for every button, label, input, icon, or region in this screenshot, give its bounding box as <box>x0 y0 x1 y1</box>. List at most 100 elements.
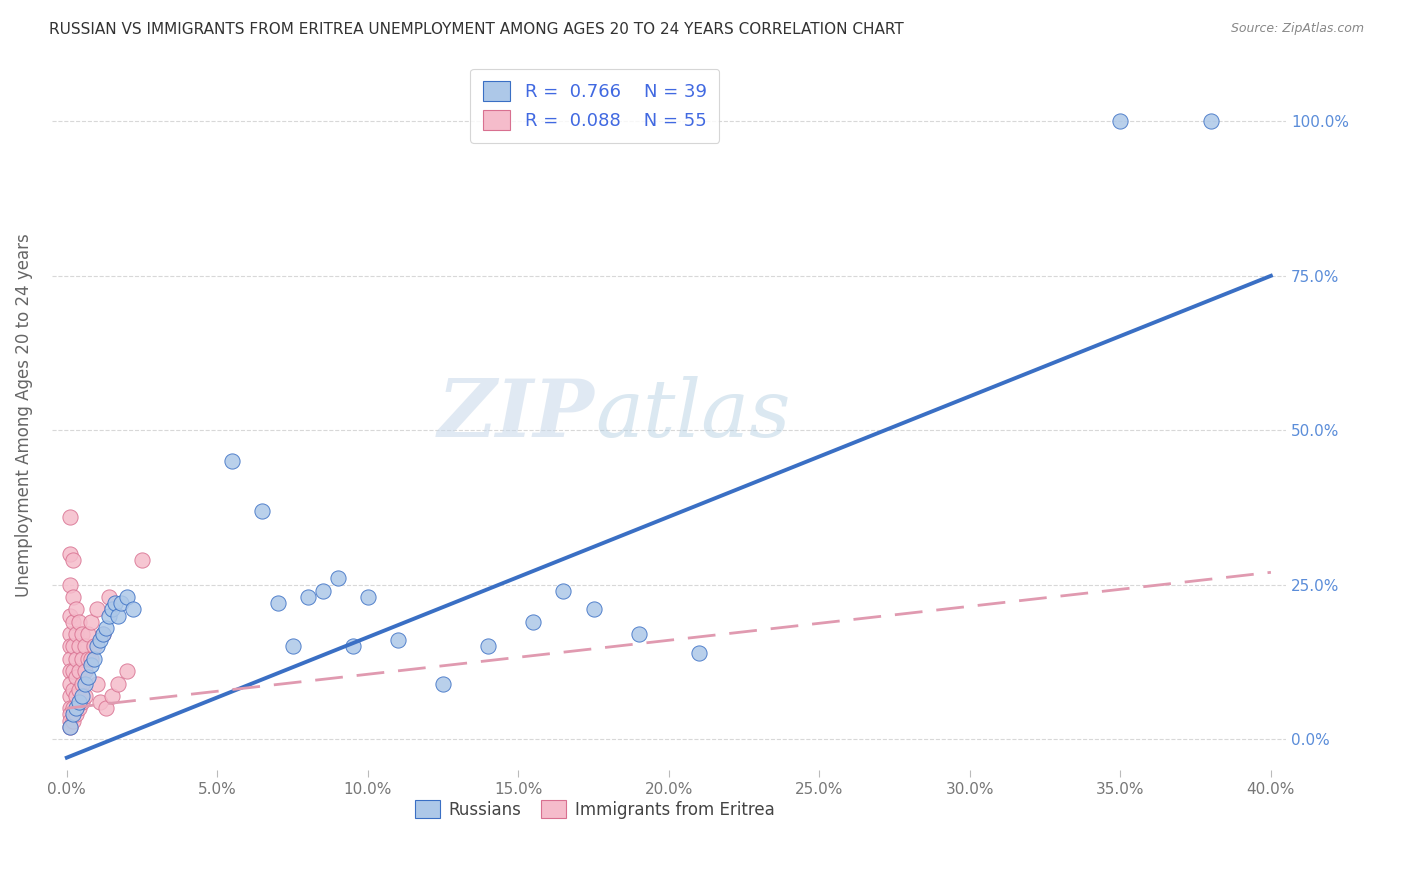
Point <box>65 670 87 684</box>
Point <box>62 615 84 629</box>
Point <box>59 509 82 524</box>
Point <box>59 720 82 734</box>
Point <box>252 503 274 517</box>
Point <box>326 572 349 586</box>
Point <box>59 689 82 703</box>
Point <box>80 652 103 666</box>
Text: RUSSIAN VS IMMIGRANTS FROM ERITREA UNEMPLOYMENT AMONG AGES 20 TO 24 YEARS CORREL: RUSSIAN VS IMMIGRANTS FROM ERITREA UNEMP… <box>49 22 904 37</box>
Point <box>311 583 333 598</box>
Point <box>59 664 82 678</box>
Point <box>86 676 108 690</box>
Point <box>62 682 84 697</box>
Point <box>86 640 108 654</box>
Point <box>80 657 103 672</box>
Point <box>627 627 650 641</box>
Point <box>62 640 84 654</box>
Point <box>101 689 124 703</box>
Point <box>104 596 127 610</box>
Point <box>59 707 82 722</box>
Point <box>107 608 129 623</box>
Point <box>67 682 90 697</box>
Point <box>582 602 605 616</box>
Point <box>59 640 82 654</box>
Text: ZIP: ZIP <box>437 376 595 453</box>
Point <box>80 615 103 629</box>
Point <box>59 608 82 623</box>
Text: Source: ZipAtlas.com: Source: ZipAtlas.com <box>1230 22 1364 36</box>
Point <box>297 590 319 604</box>
Point <box>266 596 288 610</box>
Point <box>688 646 710 660</box>
Point <box>62 590 84 604</box>
Point <box>59 701 82 715</box>
Point <box>76 670 98 684</box>
Point <box>65 652 87 666</box>
Point <box>59 577 82 591</box>
Point <box>62 714 84 728</box>
Point <box>59 714 82 728</box>
Point <box>67 695 90 709</box>
Point <box>73 664 96 678</box>
Point <box>115 664 138 678</box>
Y-axis label: Unemployment Among Ages 20 to 24 years: Unemployment Among Ages 20 to 24 years <box>15 233 32 597</box>
Point <box>73 689 96 703</box>
Point <box>97 590 120 604</box>
Point <box>1199 114 1222 128</box>
Point <box>97 608 120 623</box>
Point <box>76 627 98 641</box>
Point <box>107 676 129 690</box>
Point <box>73 676 96 690</box>
Point <box>91 627 114 641</box>
Point <box>62 553 84 567</box>
Point <box>70 695 93 709</box>
Point <box>522 615 544 629</box>
Point <box>94 701 117 715</box>
Point <box>70 627 93 641</box>
Point <box>73 640 96 654</box>
Point <box>62 707 84 722</box>
Point <box>101 602 124 616</box>
Text: atlas: atlas <box>595 376 790 453</box>
Point <box>67 664 90 678</box>
Point <box>65 627 87 641</box>
Point <box>62 701 84 715</box>
Point <box>65 602 87 616</box>
Point <box>59 547 82 561</box>
Point <box>89 633 111 648</box>
Point <box>115 590 138 604</box>
Point <box>59 676 82 690</box>
Point <box>59 627 82 641</box>
Point <box>122 602 145 616</box>
Point <box>221 454 243 468</box>
Point <box>91 627 114 641</box>
Point <box>67 615 90 629</box>
Point <box>62 664 84 678</box>
Point <box>387 633 409 648</box>
Point <box>83 640 105 654</box>
Point <box>86 602 108 616</box>
Point <box>65 707 87 722</box>
Point <box>70 652 93 666</box>
Point <box>65 701 87 715</box>
Legend: Russians, Immigrants from Eritrea: Russians, Immigrants from Eritrea <box>409 794 782 826</box>
Point <box>131 553 153 567</box>
Point <box>89 695 111 709</box>
Point <box>59 720 82 734</box>
Point <box>432 676 454 690</box>
Point <box>342 640 364 654</box>
Point <box>70 676 93 690</box>
Point <box>281 640 304 654</box>
Point <box>553 583 575 598</box>
Point <box>67 640 90 654</box>
Point <box>59 652 82 666</box>
Point <box>110 596 132 610</box>
Point <box>65 689 87 703</box>
Point <box>357 590 380 604</box>
Point <box>94 621 117 635</box>
Point <box>67 701 90 715</box>
Point <box>70 689 93 703</box>
Point <box>477 640 499 654</box>
Point <box>83 652 105 666</box>
Point <box>1109 114 1132 128</box>
Point <box>76 652 98 666</box>
